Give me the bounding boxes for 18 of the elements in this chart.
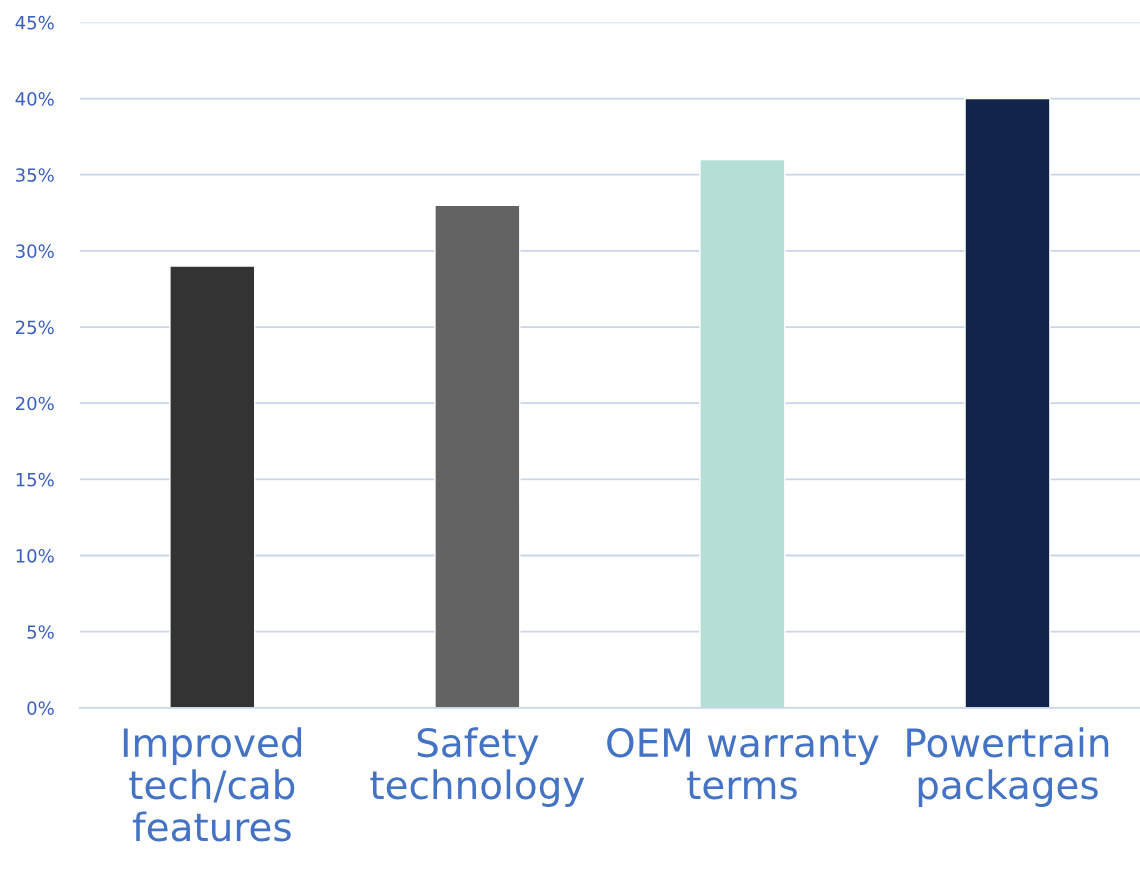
x-tick-label: OEM warranty terms bbox=[607, 727, 879, 800]
y-tick-label: 15% bbox=[16, 472, 54, 487]
y-tick-label: 10% bbox=[16, 548, 54, 563]
y-tick-label: 0% bbox=[27, 701, 54, 715]
x-tick-label: Powertrain packages bbox=[907, 727, 1109, 807]
y-tick-label: 5% bbox=[27, 625, 54, 639]
bar bbox=[169, 265, 256, 708]
y-tick-label: 30% bbox=[16, 244, 54, 258]
x-tick-label: Safety technology bbox=[370, 727, 585, 807]
y-tick-label: 20% bbox=[15, 396, 54, 411]
bar bbox=[699, 158, 786, 708]
bar bbox=[434, 204, 521, 708]
y-tick-label: 40% bbox=[15, 92, 54, 106]
bar bbox=[964, 97, 1051, 708]
y-tick-label: 35% bbox=[16, 168, 54, 182]
x-tick-label: Improved tech/cab features bbox=[123, 727, 302, 842]
y-tick-label: 25% bbox=[15, 320, 54, 335]
y-tick-label: 45% bbox=[15, 15, 54, 30]
